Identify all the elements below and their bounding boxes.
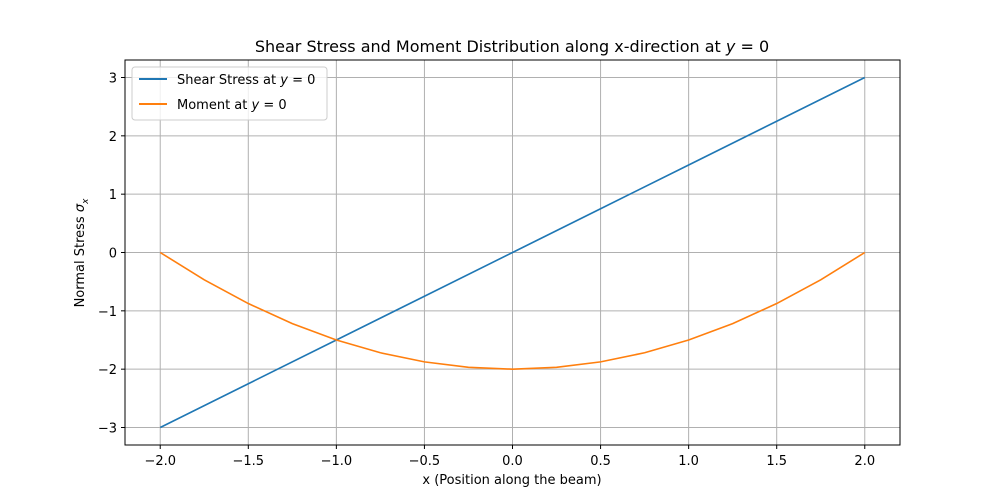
x-tick-label: 2.0 [854, 454, 875, 469]
x-tick-label: 1.5 [766, 454, 787, 469]
x-tick-label: −1.5 [233, 454, 265, 469]
x-tick-label: −1.0 [321, 454, 353, 469]
y-tick-label: 2 [109, 130, 117, 145]
shear-stress-line [159, 76, 866, 429]
legend-label-shear: Shear Stress at y = 0 [177, 73, 315, 88]
x-tick-label: −0.5 [409, 454, 441, 469]
y-tick-label: 1 [109, 188, 117, 203]
series-layer [159, 76, 866, 429]
tick-layer: −2.0 −1.5 −1.0 −0.5 0.0 0.5 1.0 1.5 2.0 −3 −2 −1 0 1 2… [98, 72, 875, 470]
y-tick-label: −2 [98, 363, 117, 378]
y-tick-label: −1 [98, 305, 117, 320]
chart-title: Shear Stress and Moment Distribution alo… [255, 37, 769, 56]
moment-line [159, 251, 866, 370]
legend-label-moment: Moment at y = 0 [177, 98, 287, 113]
y-axis-label: Normal Stress σx [73, 198, 91, 308]
x-tick-label: −2.0 [144, 454, 176, 469]
y-tick-label: 0 [109, 247, 117, 262]
x-axis-label: x (Position along the beam) [422, 473, 601, 488]
legend: Shear Stress at y = 0 Moment at y = 0 [131, 66, 328, 121]
y-tick-label: −3 [98, 422, 117, 437]
x-tick-label: 1.0 [678, 454, 699, 469]
y-tick-label: 3 [109, 72, 117, 87]
x-tick-label: 0.5 [590, 454, 611, 469]
x-tick-label: 0.0 [502, 454, 523, 469]
legend-box [131, 66, 328, 121]
